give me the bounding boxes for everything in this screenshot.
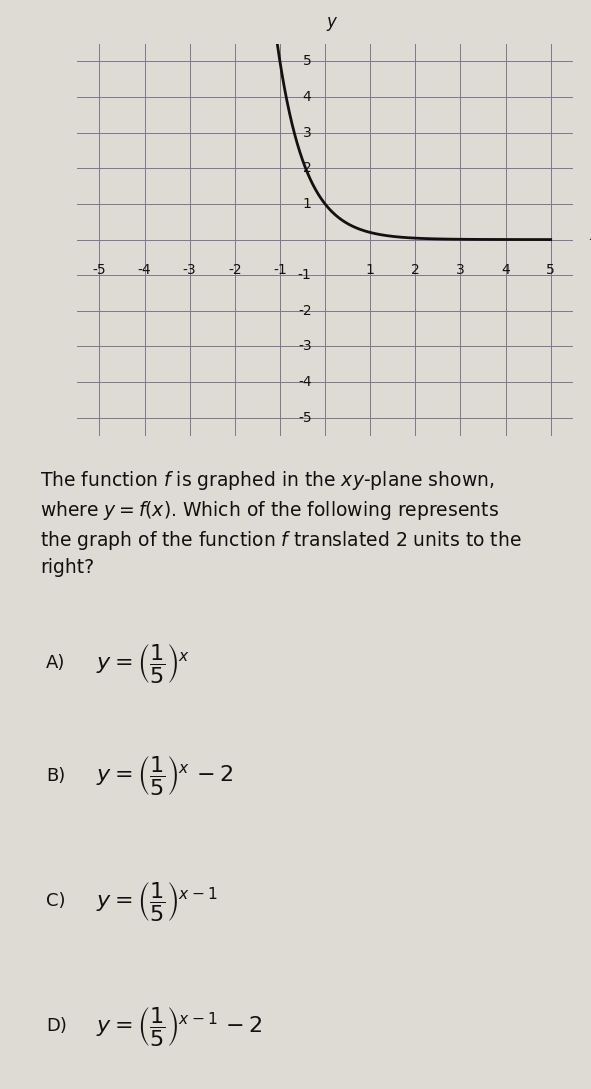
Text: B): B) [46,767,65,785]
Text: 3: 3 [303,125,311,139]
Text: -4: -4 [298,375,311,389]
Text: D): D) [46,1017,67,1036]
Text: 5: 5 [546,262,555,277]
Text: 1: 1 [303,197,311,211]
Text: -5: -5 [298,411,311,425]
Text: -3: -3 [183,262,196,277]
Text: -1: -1 [298,268,311,282]
Text: -1: -1 [273,262,287,277]
Text: 4: 4 [303,90,311,105]
Text: $x$: $x$ [589,227,591,244]
Text: A): A) [46,654,65,672]
Text: $y=\left(\dfrac{1}{5}\right)^{x-1}\,-2$: $y=\left(\dfrac{1}{5}\right)^{x-1}\,-2$ [96,1005,262,1048]
Text: -5: -5 [93,262,106,277]
Text: 2: 2 [303,161,311,175]
Text: $y=\left(\dfrac{1}{5}\right)^{x}\,-2$: $y=\left(\dfrac{1}{5}\right)^{x}\,-2$ [96,755,233,797]
Text: -4: -4 [138,262,151,277]
Text: $y=\left(\dfrac{1}{5}\right)^{x-1}$: $y=\left(\dfrac{1}{5}\right)^{x-1}$ [96,880,217,922]
Text: -2: -2 [228,262,242,277]
Text: $y=\left(\dfrac{1}{5}\right)^{x}$: $y=\left(\dfrac{1}{5}\right)^{x}$ [96,641,190,685]
Text: 3: 3 [456,262,465,277]
Text: -3: -3 [298,340,311,354]
Text: 4: 4 [501,262,510,277]
Text: -2: -2 [298,304,311,318]
Text: 2: 2 [411,262,420,277]
Text: 1: 1 [366,262,375,277]
Text: 5: 5 [303,54,311,69]
Text: $y$: $y$ [326,15,338,33]
Text: C): C) [46,892,66,910]
Text: The function $f$ is graphed in the $xy$-plane shown,
where $y = f(x)$. Which of : The function $f$ is graphed in the $xy$-… [40,469,522,577]
